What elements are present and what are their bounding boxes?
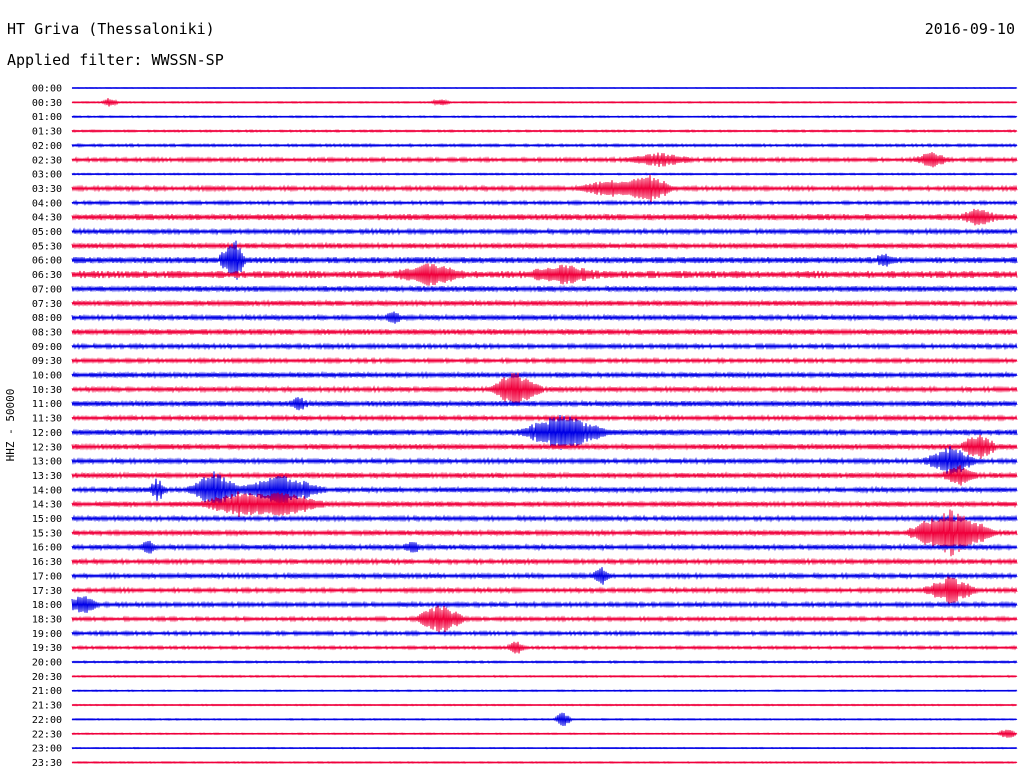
row-label: 00:30 [32, 98, 62, 109]
row-label: 02:00 [32, 141, 62, 152]
row-label: 21:00 [32, 686, 62, 697]
row-label: 04:00 [32, 198, 62, 209]
row-label: 14:00 [32, 485, 62, 496]
row-label: 22:30 [32, 729, 62, 740]
row-label: 07:30 [32, 299, 62, 310]
row-label: 04:30 [32, 213, 62, 224]
row-label: 03:00 [32, 170, 62, 181]
row-label: 16:30 [32, 557, 62, 568]
row-label: 19:30 [32, 643, 62, 654]
row-label: 18:30 [32, 614, 62, 625]
row-label: 13:00 [32, 457, 62, 468]
row-label: 08:00 [32, 313, 62, 324]
row-label: 16:00 [32, 543, 62, 554]
filter-label: Applied filter: WWSSN-SP [7, 51, 224, 69]
row-label: 10:30 [32, 385, 62, 396]
row-label: 17:00 [32, 571, 62, 582]
row-label: 23:30 [32, 758, 62, 769]
row-label: 13:30 [32, 471, 62, 482]
row-label: 01:00 [32, 112, 62, 123]
row-label: 18:00 [32, 600, 62, 611]
row-label: 06:30 [32, 270, 62, 281]
row-label: 19:00 [32, 629, 62, 640]
row-label: 15:30 [32, 528, 62, 539]
row-label: 15:00 [32, 514, 62, 525]
row-label: 11:30 [32, 414, 62, 425]
row-label: 00:00 [32, 84, 62, 95]
row-label: 01:30 [32, 127, 62, 138]
row-label: 11:00 [32, 399, 62, 410]
date-label: 2016-09-10 [924, 20, 1015, 38]
station-title: HT Griva (Thessaloniki) [7, 20, 215, 38]
row-label: 03:30 [32, 184, 62, 195]
row-label: 05:30 [32, 241, 62, 252]
row-label: 05:00 [32, 227, 62, 238]
row-label: 02:30 [32, 155, 62, 166]
row-label: 07:00 [32, 284, 62, 295]
row-label: 12:30 [32, 442, 62, 453]
row-label: 21:30 [32, 701, 62, 712]
row-label: 22:00 [32, 715, 62, 726]
row-label: 09:00 [32, 342, 62, 353]
row-label: 10:00 [32, 371, 62, 382]
row-label: 20:30 [32, 672, 62, 683]
row-label: 12:00 [32, 428, 62, 439]
traces [71, 86, 1018, 764]
row-label: 06:00 [32, 256, 62, 267]
row-labels: 00:00 00:30 01:00 01:30 02:00 02:30 03:00 03:30… [32, 84, 62, 769]
row-label: 14:30 [32, 500, 62, 511]
row-label: 08:30 [32, 327, 62, 338]
row-label: 17:30 [32, 586, 62, 597]
row-label: 23:00 [32, 744, 62, 755]
row-label: 20:00 [32, 658, 62, 669]
y-axis-label: HHZ - 50000 [4, 389, 17, 462]
row-label: 09:30 [32, 356, 62, 367]
